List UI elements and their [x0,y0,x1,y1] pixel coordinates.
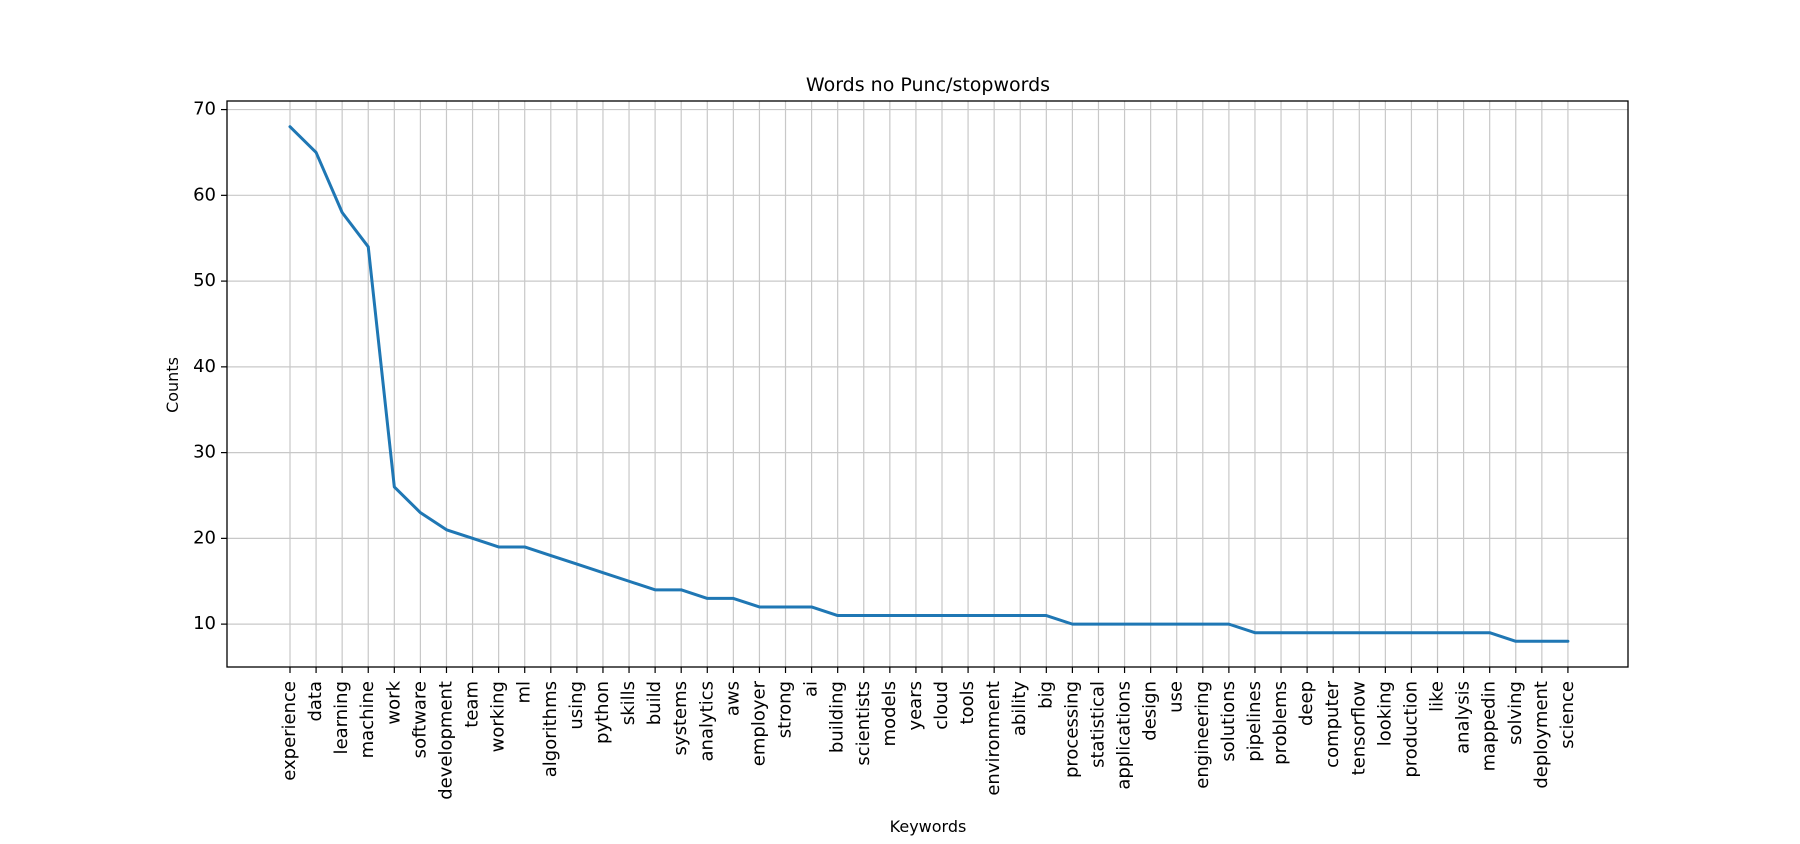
x-tick-label: deployment [1531,681,1552,789]
x-tick-label: applications [1114,681,1135,790]
x-tick-label: problems [1270,681,1291,765]
x-tick-label: development [435,681,456,800]
x-tick-label: pipelines [1244,681,1265,762]
x-tick-label: using [566,681,587,730]
plot-frame [226,100,1629,668]
x-tick-label: build [644,681,665,725]
x-tick-label: environment [983,681,1004,796]
x-tick-label: years [905,681,926,731]
x-tick-label: employer [748,680,769,766]
series-line [288,125,1570,643]
x-tick-label: solving [1505,681,1526,745]
y-tick-label: 70 [193,99,216,120]
y-tick-label: 10 [193,613,216,634]
y-axis-title: Counts [163,357,182,413]
x-tick-label: strong [775,681,796,738]
x-tick-label: team [462,681,483,728]
grid [227,101,1628,667]
x-tick-label: engineering [1192,681,1213,789]
x-tick-label: like [1427,681,1448,712]
x-tick-label: ability [1009,681,1030,737]
y-axis: 10 20 30 40 50 60 70 [193,99,227,634]
x-axis: experience data learning machine work softwar… [279,667,1578,800]
x-tick-label: machine [357,681,378,758]
x-tick-label: learning [331,681,352,754]
x-tick-label: tensorflow [1348,681,1369,775]
x-tick-label: experience [279,681,300,781]
x-tick-label: work [383,680,404,724]
x-tick-label: building [827,681,848,753]
y-tick-label: 40 [193,356,216,377]
x-tick-label: analysis [1453,681,1474,754]
x-tick-label: software [409,681,430,758]
x-tick-label: ai [801,681,822,697]
x-tick-label: design [1140,681,1161,741]
x-tick-label: science [1557,681,1578,749]
x-tick-label: solutions [1218,681,1239,762]
x-tick-label: ml [514,681,535,704]
x-tick-label: systems [670,681,691,755]
series-layer [288,125,1570,643]
x-tick-label: processing [1061,681,1082,778]
x-tick-label: computer [1322,680,1343,767]
x-tick-label: tools [957,681,978,724]
x-tick-label: scientists [853,681,874,766]
x-tick-label: deep [1296,681,1317,726]
x-tick-label: use [1166,681,1187,713]
x-axis-title: Keywords [890,817,967,836]
x-tick-label: big [1035,681,1056,709]
x-tick-label: cloud [931,681,952,730]
x-tick-label: models [879,681,900,746]
x-tick-label: production [1400,681,1421,778]
x-tick-label: data [305,681,326,722]
y-tick-label: 20 [193,527,216,548]
x-tick-label: aws [722,681,743,716]
chart-title: Words no Punc/stopwords [806,74,1050,96]
x-tick-label: mappedin [1479,681,1500,771]
x-tick-label: python [592,681,613,744]
y-tick-label: 50 [193,270,216,291]
y-tick-label: 60 [193,184,216,205]
x-tick-label: looking [1374,681,1395,746]
x-tick-label: skills [618,681,639,725]
y-tick-label: 30 [193,442,216,463]
x-tick-label: working [488,681,509,752]
x-tick-label: algorithms [540,681,561,777]
x-tick-label: analytics [696,681,717,761]
x-tick-label: statistical [1087,681,1108,768]
